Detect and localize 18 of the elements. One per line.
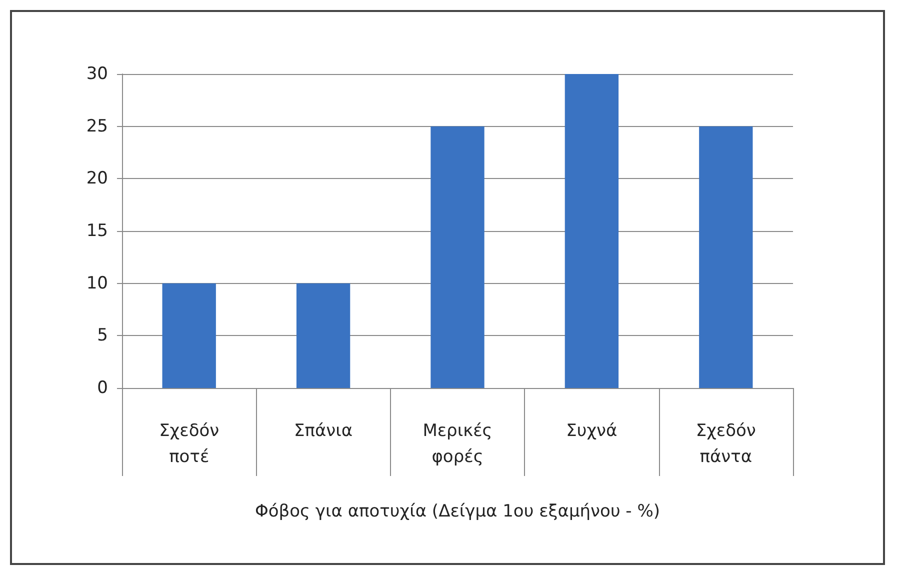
x-tick-label: Μερικές φορές bbox=[422, 421, 492, 467]
y-tick-label: 15 bbox=[86, 221, 108, 241]
bar bbox=[162, 283, 216, 388]
y-tick-label: 10 bbox=[86, 273, 108, 294]
y-tick-label: 0 bbox=[97, 378, 108, 398]
bar bbox=[699, 126, 753, 388]
x-tick-label: Συχνά bbox=[566, 421, 618, 441]
bar bbox=[296, 283, 350, 388]
x-tick-label: Σπάνια bbox=[294, 421, 353, 441]
y-tick-label: 20 bbox=[86, 168, 108, 189]
y-tick-label: 5 bbox=[97, 326, 108, 346]
y-tick-label: 25 bbox=[86, 116, 108, 136]
y-tick-label: 30 bbox=[86, 64, 108, 84]
x-tick-label: Σχεδόν ποτέ bbox=[159, 421, 220, 467]
x-tick-label: Σχεδόν πάντα bbox=[696, 421, 756, 467]
x-axis-title: Φόβος για αποτυχία (Δείγμα 1ου εξαμήνου - %) bbox=[254, 502, 660, 522]
bar bbox=[564, 74, 619, 388]
bar bbox=[430, 126, 484, 388]
